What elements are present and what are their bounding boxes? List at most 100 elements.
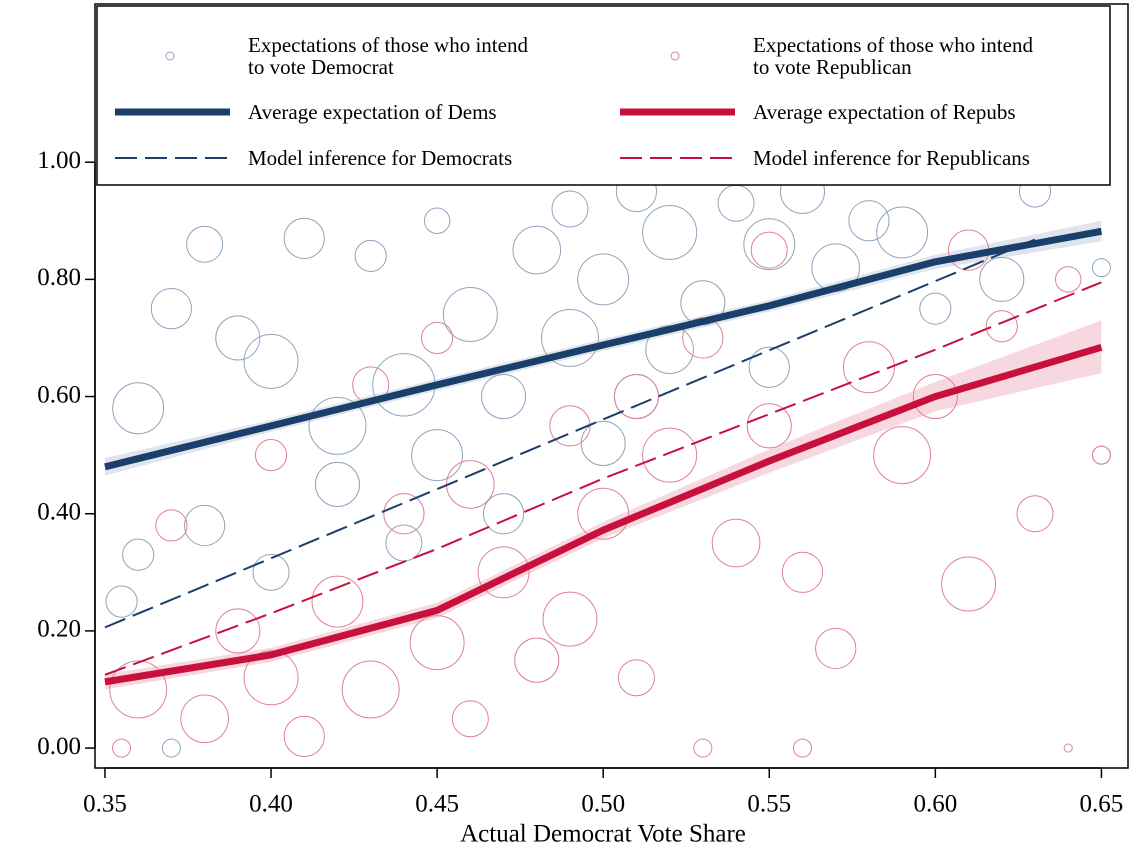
confidence-band xyxy=(104,320,1102,690)
legend-symbol xyxy=(165,51,175,61)
x-tick-label: 0.40 xyxy=(249,791,293,818)
bubble xyxy=(1016,495,1054,533)
average-line xyxy=(104,227,1103,471)
bubble xyxy=(1054,266,1082,293)
bubble xyxy=(541,308,599,367)
y-tick-label: 1.00 xyxy=(37,147,81,174)
y-tick-label: 0.60 xyxy=(37,381,81,408)
bubble xyxy=(451,700,489,738)
x-tick-label: 0.35 xyxy=(83,791,127,818)
bubble xyxy=(512,225,562,275)
bubble xyxy=(792,738,812,758)
bubble xyxy=(283,217,325,259)
y-tick-label: 0.40 xyxy=(37,498,81,525)
bubble xyxy=(409,615,465,671)
bubble xyxy=(385,524,423,562)
bubble xyxy=(746,403,792,449)
bubble xyxy=(243,333,299,389)
bubble xyxy=(354,239,387,273)
x-tick-label: 0.65 xyxy=(1080,791,1124,818)
legend-entry: Expectations of those who intend to vote… xyxy=(753,33,1033,79)
bubble xyxy=(985,310,1018,343)
legend-label: Average expectation of Repubs xyxy=(753,100,1016,124)
bubble xyxy=(577,487,630,540)
bubble xyxy=(186,225,224,263)
bubble xyxy=(477,546,530,599)
bubble xyxy=(743,218,796,271)
bubble xyxy=(979,256,1025,302)
bubble xyxy=(254,439,288,472)
bubble xyxy=(642,427,698,483)
bubble xyxy=(112,738,132,758)
bubble xyxy=(613,374,659,420)
bubble xyxy=(283,715,325,757)
bubble xyxy=(112,382,165,435)
bubble xyxy=(383,493,425,535)
bubble xyxy=(215,608,261,654)
average-line xyxy=(104,343,1103,686)
y-tick-label: 0.00 xyxy=(37,733,81,760)
bubble xyxy=(446,460,495,509)
bubble xyxy=(876,206,929,259)
legend: Expectations of those who intend to vote… xyxy=(96,5,1111,186)
x-tick-label: 0.55 xyxy=(747,791,791,818)
x-tick-label: 0.45 xyxy=(415,791,459,818)
bubble xyxy=(161,738,181,758)
bubble xyxy=(919,292,952,325)
legend-entry: Model inference for Democrats xyxy=(248,146,513,170)
bubble xyxy=(341,660,400,719)
bubble xyxy=(514,637,560,683)
bubble xyxy=(580,420,626,466)
legend-label: Expectations of those who intend to vote… xyxy=(753,33,1033,79)
bubble xyxy=(109,660,168,719)
plot-area xyxy=(104,146,1111,758)
bubble xyxy=(481,374,527,420)
legend-entry: Expectations of those who intend to vote… xyxy=(248,33,528,79)
bubble xyxy=(482,493,525,535)
bubble xyxy=(442,287,498,343)
bubble xyxy=(122,538,155,571)
bubble xyxy=(1091,445,1111,465)
bubble xyxy=(873,426,932,485)
x-axis-label: Actual Democrat Vote Share xyxy=(460,821,746,848)
legend-label: Expectations of those who intend to vote… xyxy=(248,33,528,79)
y-tick-label: 0.80 xyxy=(37,264,81,291)
axes: 0.00 0.20 0.40 0.60 0.80 1.00 0.35 0.40 0.45 0.50… xyxy=(37,147,1123,818)
legend-box xyxy=(96,5,1111,186)
bubble xyxy=(693,738,713,758)
x-tick-label: 0.60 xyxy=(913,791,957,818)
bubble xyxy=(682,317,724,359)
bubble xyxy=(941,556,997,612)
legend-symbol xyxy=(670,51,680,61)
legend-label: Model inference for Republicans xyxy=(753,146,1030,170)
bubble xyxy=(542,591,598,647)
bubble xyxy=(311,575,364,628)
bubble xyxy=(215,315,261,361)
bubble xyxy=(314,461,361,507)
legend-entry: Model inference for Republicans xyxy=(753,146,1030,170)
bubble xyxy=(423,207,451,235)
bubble xyxy=(577,253,630,306)
bubble xyxy=(711,518,761,568)
bubble xyxy=(842,341,895,394)
bubble xyxy=(105,585,138,618)
x-tick-label: 0.50 xyxy=(581,791,625,818)
bubble xyxy=(750,231,788,269)
bubble xyxy=(150,288,193,330)
bubble xyxy=(912,374,958,420)
legend-entry: Average expectation of Repubs xyxy=(753,100,1016,124)
bubble xyxy=(243,650,299,706)
legend-label: Model inference for Democrats xyxy=(248,146,513,170)
bubble xyxy=(1063,743,1073,753)
bubble xyxy=(848,200,890,242)
bubble xyxy=(617,659,655,697)
bubble xyxy=(252,553,290,591)
bubble xyxy=(1091,258,1111,278)
legend-entry: Average expectation of Dems xyxy=(248,101,497,123)
bubble xyxy=(748,346,790,388)
bubble xyxy=(421,321,454,355)
bubble xyxy=(815,627,857,670)
y-tick-label: 0.20 xyxy=(37,616,81,643)
bubble xyxy=(411,429,464,482)
